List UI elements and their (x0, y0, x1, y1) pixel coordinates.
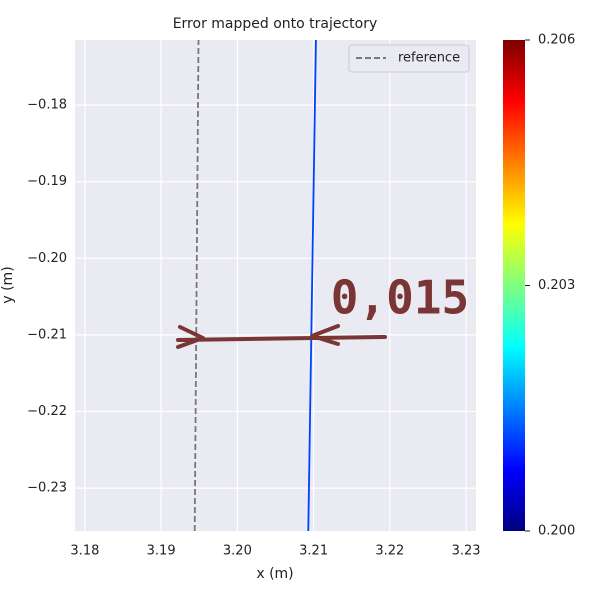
colorbar (503, 40, 525, 531)
y-axis-label: y (m) (0, 266, 16, 303)
annotation-arrow (176, 324, 387, 349)
legend-label: reference (398, 51, 460, 66)
colorbar-tick-label: 0.200 (538, 524, 575, 539)
reference-line (193, 39, 200, 532)
x-tick-label: 3.19 (147, 544, 176, 559)
y-tick-label: −0.19 (27, 174, 67, 189)
y-tick-label: −0.23 (27, 481, 67, 496)
trajectory-line (307, 39, 317, 532)
x-tick-label: 3.20 (223, 544, 252, 559)
colorbar-ticks: 0.200 0.203 0.206 (525, 33, 575, 539)
chart-title: Error mapped onto trajectory (173, 16, 378, 32)
x-tick-label: 3.21 (299, 544, 328, 559)
y-tick-label: −0.22 (27, 404, 67, 419)
x-tick-label: 3.18 (70, 544, 99, 559)
grid (75, 40, 476, 531)
x-axis-label: x (m) (256, 566, 293, 582)
annotation-text: 0,015 (331, 271, 469, 325)
x-tick-label: 3.23 (452, 544, 481, 559)
y-tick-label: −0.20 (27, 251, 67, 266)
plot-area (75, 40, 476, 531)
colorbar-tick-label: 0.206 (538, 33, 575, 48)
legend: reference (348, 44, 470, 73)
annotation: 0,015 (176, 271, 469, 349)
legend-box (348, 44, 470, 73)
lines (193, 39, 317, 532)
x-tick-label: 3.22 (375, 544, 404, 559)
y-tick-label: −0.18 (27, 98, 67, 113)
colorbar-tick-label: 0.203 (538, 278, 575, 293)
y-tick-label: −0.21 (27, 327, 67, 342)
